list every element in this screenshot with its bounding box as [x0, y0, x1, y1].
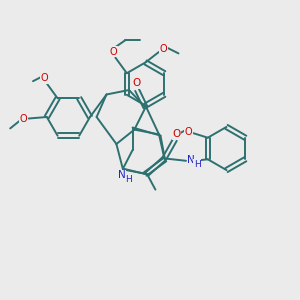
Text: O: O [172, 129, 181, 140]
Text: H: H [125, 175, 132, 184]
Text: O: O [41, 73, 49, 83]
Text: O: O [132, 78, 141, 88]
Text: O: O [20, 114, 28, 124]
Text: O: O [160, 44, 167, 54]
Text: N: N [118, 170, 125, 181]
Text: O: O [184, 127, 192, 137]
Text: O: O [110, 46, 117, 57]
Text: H: H [194, 160, 200, 169]
Text: N: N [187, 155, 195, 165]
